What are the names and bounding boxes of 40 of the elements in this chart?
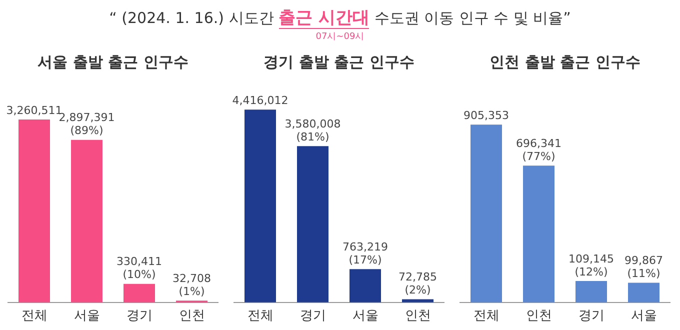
- data-label: 3,580,008 (81%): [284, 118, 341, 144]
- chart-title: 서울 출발 출근 인구수: [38, 52, 188, 71]
- bar: [628, 282, 660, 302]
- data-label: 72,785 (2%): [398, 270, 437, 297]
- bar: [402, 299, 434, 302]
- x-tick-label: 서울: [74, 308, 100, 324]
- chart-title: 인천 출발 출근 인구수: [490, 52, 640, 71]
- text: 07시~09시: [314, 31, 366, 43]
- x-tick-label: 전체: [473, 308, 500, 324]
- bar: [350, 269, 381, 302]
- data-label: 32,708 (1%): [172, 272, 211, 298]
- text: 출근 시간대: [278, 8, 370, 29]
- bar: [523, 166, 554, 302]
- x-tick-label: 경기: [126, 308, 152, 324]
- data-label: 696,341 (77%): [516, 137, 562, 163]
- x-tick-label: 전체: [21, 308, 48, 324]
- x-tick-label: 서울: [630, 308, 657, 324]
- x-tick-label: 인천: [178, 308, 205, 324]
- x-tick-label: 전체: [247, 308, 274, 324]
- bar: [297, 146, 328, 302]
- data-label: 905,353: [464, 108, 509, 122]
- bar: [470, 124, 502, 302]
- text: “ (2024. 1. 16.) 시도간: [109, 9, 274, 27]
- data-label: 4,416,012: [232, 94, 288, 108]
- x-tick-label: 서울: [352, 308, 378, 324]
- x-tick-label: 인천: [404, 308, 431, 324]
- bar: [71, 140, 102, 302]
- text: 수도권 이동 인구 수 및 비율”: [374, 9, 571, 27]
- bar: [124, 284, 155, 302]
- chart-title: 경기 출발 출근 인구수: [264, 52, 414, 71]
- x-tick-label: 인천: [526, 308, 552, 324]
- data-label: 330,411 (10%): [116, 255, 162, 282]
- x-tick-label: 경기: [578, 308, 604, 324]
- bar: [576, 280, 607, 302]
- x-tick-label: 경기: [300, 308, 326, 324]
- data-label: 763,219 (17%): [342, 240, 388, 266]
- data-label: 109,145 (12%): [568, 252, 614, 278]
- data-label: 99,867 (11%): [624, 254, 663, 280]
- bar: [244, 110, 276, 302]
- bar: [18, 119, 50, 302]
